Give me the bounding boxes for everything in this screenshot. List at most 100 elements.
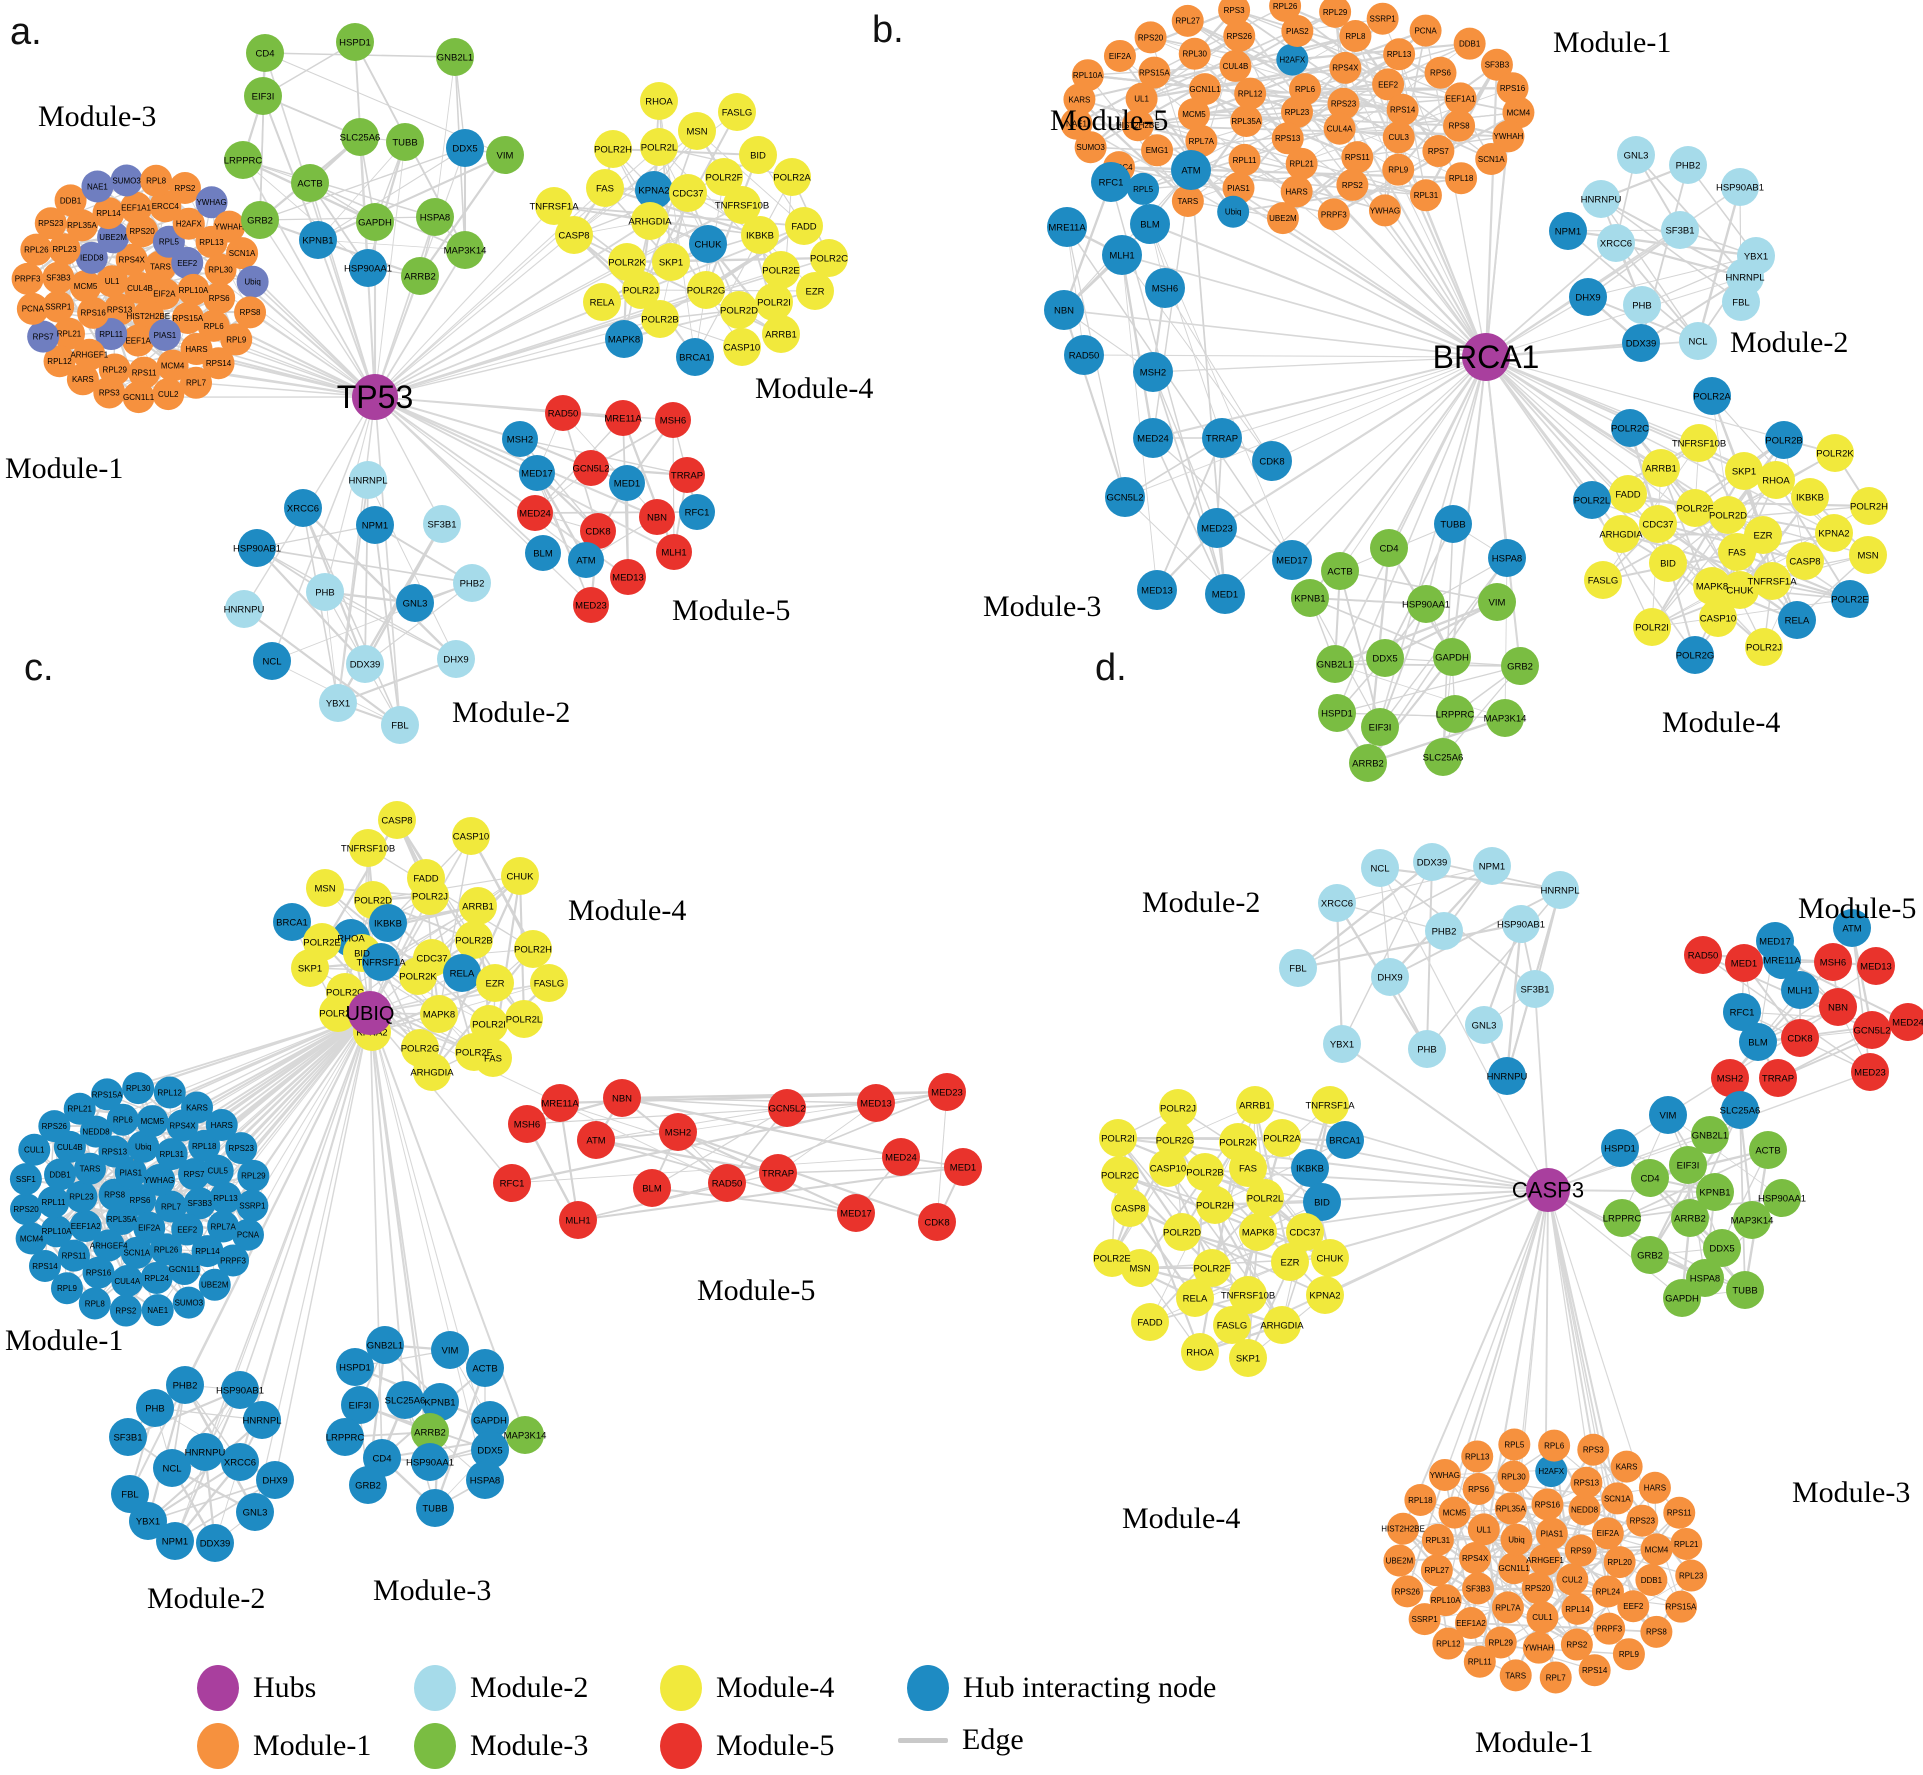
node-EEF2 — [1372, 68, 1405, 101]
node-RPS13 — [1570, 1466, 1603, 1499]
node-CUL4A — [1323, 112, 1356, 145]
node-label: POLR2A — [773, 172, 811, 183]
node-label: POLR2I — [1635, 622, 1669, 633]
node-LRPPRC — [224, 141, 262, 179]
node-label: HNRNPU — [1487, 1071, 1528, 1082]
node-label: MCM4 — [20, 1234, 44, 1243]
node-label: PHB2 — [1432, 926, 1457, 937]
node-label: ARRB1 — [765, 329, 797, 340]
node-NPM1 — [1549, 212, 1587, 250]
hub-edge — [1450, 356, 1488, 658]
node-VIM — [1478, 583, 1516, 621]
node-label: MCM4 — [1645, 1545, 1669, 1554]
node-MSN — [306, 869, 344, 907]
node-POLR2F — [705, 158, 743, 196]
node-label: SSRP1 — [1412, 1615, 1439, 1624]
node-label: XRCC6 — [224, 1457, 256, 1468]
node-label: DDX39 — [1417, 857, 1448, 868]
node-label: HSPA8 — [470, 1475, 500, 1486]
node-label: MRE11A — [1048, 222, 1086, 233]
node-label: HARS — [211, 1121, 233, 1130]
node-SCN1A — [1475, 143, 1508, 176]
module5-color-swatch — [660, 1723, 702, 1769]
node-XRCC6 — [221, 1443, 259, 1481]
node-label: PIAS1 — [119, 1168, 142, 1177]
node-label: RPL7A — [210, 1222, 236, 1231]
module-module-1-cluster: RPL23 RPS13 RPL35A RPL12 RPL6 RPS23 CUL4A CUL3 R… — [1060, 0, 1535, 235]
node-label: PHB — [1632, 300, 1652, 311]
edge — [677, 1130, 938, 1224]
edge — [1309, 597, 1427, 605]
node-RAD50 — [708, 1164, 746, 1202]
node-YBX1 — [129, 1502, 167, 1540]
node-label: DHX9 — [1377, 972, 1402, 983]
node-POLR2G — [687, 271, 725, 309]
node-label: TRRAP — [1762, 1073, 1794, 1084]
node-EEF1A1 — [1444, 82, 1477, 115]
edge — [1333, 111, 1519, 216]
node-label: FBL — [1732, 297, 1749, 308]
hub-edge — [324, 396, 376, 593]
node-BLM — [525, 535, 561, 571]
edge — [1621, 1149, 1769, 1219]
node-RPS20 — [1134, 21, 1167, 54]
node-CASP8 — [378, 801, 416, 839]
node-label: RPS20 — [1138, 33, 1164, 42]
node-label: HSP90AA1 — [406, 1457, 454, 1468]
node-RPS20 — [10, 1193, 43, 1226]
node-RPS15A — [171, 301, 204, 334]
edge — [1152, 371, 1226, 595]
node-PRPF3 — [1317, 198, 1350, 231]
node-RPS8 — [1443, 109, 1476, 142]
node-label: TNFRSF1A — [529, 201, 579, 212]
node-label: RPS8 — [104, 1191, 125, 1200]
node-label: TUBB — [392, 137, 417, 148]
module-module-3-cluster: TUBB CD4 ACTB HSPA8 KPNB1 HSP90AA1 VIM DDX5 GAPD… — [1291, 505, 1539, 782]
node-H2AFX — [172, 207, 205, 240]
node-YWHAG — [1368, 194, 1401, 227]
node-label: RPL21 — [1674, 1540, 1699, 1549]
node-label: HARS — [1286, 187, 1308, 196]
node-label: POLR2H — [1850, 501, 1888, 512]
node-label: KPNB1 — [424, 1397, 455, 1408]
hub-edge — [374, 396, 401, 726]
node-label: RPL11 — [99, 330, 123, 339]
node-RPS8 — [1640, 1615, 1673, 1648]
hub-edge — [369, 1012, 383, 1459]
node-RPL26 — [20, 233, 53, 266]
node-label: YWHAH — [1524, 1644, 1554, 1653]
node-RPL11 — [1228, 143, 1261, 176]
node-label: Ubiq — [135, 1143, 151, 1152]
node-label: MCM4 — [1507, 108, 1531, 117]
node-label: FAS — [484, 1053, 502, 1064]
hub-edge — [1547, 1189, 1594, 1450]
hub-edge — [1152, 356, 1487, 373]
node-RHOA — [1757, 461, 1795, 499]
node-UBE2M — [97, 221, 130, 254]
edge — [562, 412, 658, 518]
node-POLR2D — [1163, 1213, 1201, 1251]
node-PHB — [1623, 286, 1661, 324]
node-XRCC6 — [284, 489, 322, 527]
node-MCM4 — [15, 1222, 48, 1255]
node-label: RPL10A — [1073, 71, 1103, 80]
node-TNFRSF1A — [362, 943, 400, 981]
edges-module-5 — [1062, 169, 1293, 595]
node-label: RPS14 — [32, 1262, 58, 1271]
node-GCN1L1 — [168, 1253, 201, 1286]
node-label: RPS23 — [1331, 100, 1357, 109]
node-EMG1 — [1141, 134, 1174, 167]
node-label: RPL30 — [126, 1084, 151, 1093]
node-label: LRPPRC — [326, 1432, 365, 1443]
node-label: RHOA — [1762, 475, 1790, 486]
module-module-3-cluster: VIM SLC25A6 GNB2L1 HSPD1 EIF3I ACTB CD4 KPNB1 HS… — [1601, 1091, 1806, 1317]
node-TRRAP — [669, 457, 705, 493]
node-label: MSN — [686, 126, 707, 137]
node-KARS — [180, 1091, 213, 1124]
node-YBX1 — [1323, 1025, 1361, 1063]
node-POLR2L — [640, 128, 678, 166]
panel-letter: c. — [24, 647, 54, 689]
node-label: HSP90AB1 — [1716, 182, 1764, 193]
node-label: MED23 — [931, 1087, 963, 1098]
